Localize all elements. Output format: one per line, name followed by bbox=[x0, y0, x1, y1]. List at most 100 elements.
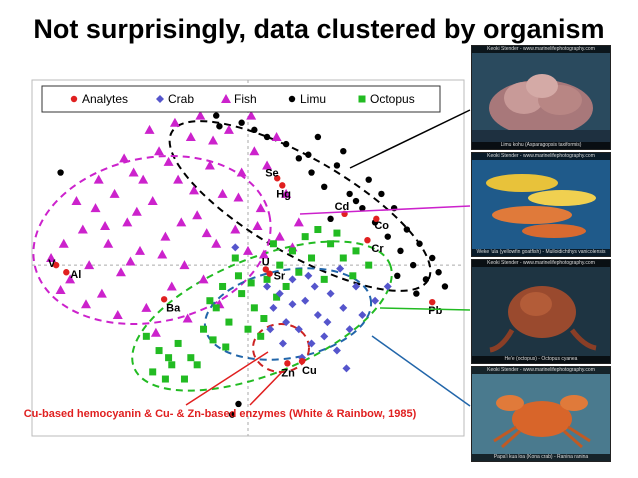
analyte-label: Pb bbox=[428, 305, 442, 317]
crab-point bbox=[266, 325, 275, 334]
photo-caption: Papa'i kua loa (Kona crab) - Ranina rani… bbox=[472, 454, 610, 461]
fish-point bbox=[233, 192, 244, 202]
crab-point bbox=[310, 282, 319, 291]
circle-point bbox=[394, 272, 401, 279]
annotation-pointer-line bbox=[185, 351, 269, 406]
octopus-point bbox=[200, 325, 208, 333]
circle-point bbox=[364, 237, 371, 244]
crab-point bbox=[383, 282, 392, 291]
goatfish-illustration bbox=[486, 174, 596, 238]
fish-point bbox=[201, 228, 212, 238]
circle-point bbox=[413, 290, 420, 297]
photo-limu: Keoki Stender - www.marinelifephotograph… bbox=[471, 45, 611, 150]
crab-point bbox=[156, 95, 164, 103]
fish-point bbox=[96, 288, 107, 298]
fish-point bbox=[223, 124, 234, 134]
analyte-label: Cu bbox=[302, 365, 317, 377]
photo-credit: Keoki Stender - www.marinelifephotograph… bbox=[472, 46, 610, 53]
octopus-point bbox=[358, 95, 366, 103]
circle-point bbox=[57, 169, 64, 176]
octopus-point bbox=[269, 240, 277, 248]
photo-credit: Keoki Stender - www.marinelifephotograph… bbox=[472, 367, 610, 374]
fish-point bbox=[135, 245, 145, 255]
fish-point bbox=[262, 160, 273, 170]
photo-fish: Keoki Stender - www.marinelifephotograph… bbox=[471, 152, 611, 257]
crab-point bbox=[326, 289, 335, 298]
circle-point bbox=[314, 133, 322, 141]
series-analytes bbox=[52, 175, 436, 367]
fish-point bbox=[160, 231, 171, 241]
fish-point bbox=[236, 167, 247, 177]
crab-point bbox=[345, 325, 354, 334]
photo-caption: Limu kohu (Asparagopsis taxiformis) bbox=[472, 142, 610, 149]
connector-crab bbox=[371, 335, 471, 407]
octopus-point bbox=[288, 247, 296, 255]
fish-point bbox=[204, 160, 215, 170]
fish-point bbox=[208, 135, 219, 145]
fish-point bbox=[93, 174, 104, 184]
photo-credit: Keoki Stender - www.marinelifephotograph… bbox=[472, 153, 610, 160]
legend-entry-octopus: Octopus bbox=[370, 92, 415, 106]
fish-point bbox=[221, 94, 231, 103]
fish-point bbox=[125, 256, 136, 266]
octopus-point bbox=[314, 226, 322, 234]
fish-point bbox=[58, 238, 69, 248]
circle-point bbox=[284, 360, 291, 367]
fish-point bbox=[293, 217, 304, 227]
crab-point bbox=[278, 339, 287, 348]
circle-point bbox=[235, 400, 242, 408]
octopus-point bbox=[142, 332, 150, 340]
fish-point bbox=[131, 206, 142, 216]
analyte-label: Zn bbox=[281, 367, 295, 379]
circle-point bbox=[416, 240, 423, 247]
circle-point bbox=[262, 266, 269, 273]
fish-point bbox=[192, 210, 203, 220]
fish-point bbox=[65, 274, 76, 284]
octopus-point bbox=[161, 375, 169, 383]
analyte-label: Al bbox=[70, 269, 81, 281]
fish-point bbox=[55, 285, 66, 295]
crab-illustration bbox=[493, 395, 591, 449]
circle-point bbox=[397, 247, 404, 255]
crab-point bbox=[342, 364, 351, 373]
fish-point bbox=[141, 302, 152, 312]
analyte-label: Ba bbox=[166, 302, 181, 314]
octopus-point bbox=[327, 240, 335, 248]
circle-point bbox=[216, 123, 223, 130]
analyte-label: V bbox=[48, 258, 56, 270]
fish-point bbox=[157, 249, 168, 259]
octopus-point bbox=[247, 279, 255, 287]
octopus-point bbox=[244, 325, 252, 333]
octopus-point bbox=[238, 290, 246, 298]
connector-octopus bbox=[379, 307, 471, 311]
circle-point bbox=[441, 283, 449, 290]
circle-point bbox=[435, 269, 442, 276]
crab-point bbox=[313, 310, 322, 319]
fish-point bbox=[211, 238, 222, 248]
octopus-point bbox=[168, 361, 176, 369]
fish-point bbox=[166, 281, 177, 291]
cluster-ellipse-fish bbox=[32, 155, 272, 325]
octopus-point bbox=[219, 282, 227, 290]
analyte-label: Cr bbox=[371, 243, 384, 255]
circle-point bbox=[282, 140, 290, 148]
octopus-point bbox=[301, 233, 309, 241]
photo-caption: Weke 'ula (yellowfin goatfish) - Mulloid… bbox=[472, 249, 610, 256]
circle-point bbox=[333, 162, 341, 169]
crab-point bbox=[275, 289, 284, 298]
circle-point bbox=[308, 169, 315, 176]
circle-point bbox=[295, 155, 303, 162]
fish-point bbox=[169, 117, 180, 127]
fish-point bbox=[189, 185, 199, 195]
circle-point bbox=[298, 358, 306, 365]
crab-point bbox=[339, 303, 348, 312]
fish-point bbox=[128, 167, 139, 177]
octopus-point bbox=[225, 318, 233, 326]
circle-point bbox=[422, 276, 430, 283]
circle-point bbox=[279, 182, 286, 189]
slide-title: Not surprisingly, data clustered by orga… bbox=[33, 14, 605, 44]
fish-point bbox=[281, 188, 292, 198]
fish-point bbox=[103, 238, 114, 248]
circle-point bbox=[228, 411, 236, 418]
